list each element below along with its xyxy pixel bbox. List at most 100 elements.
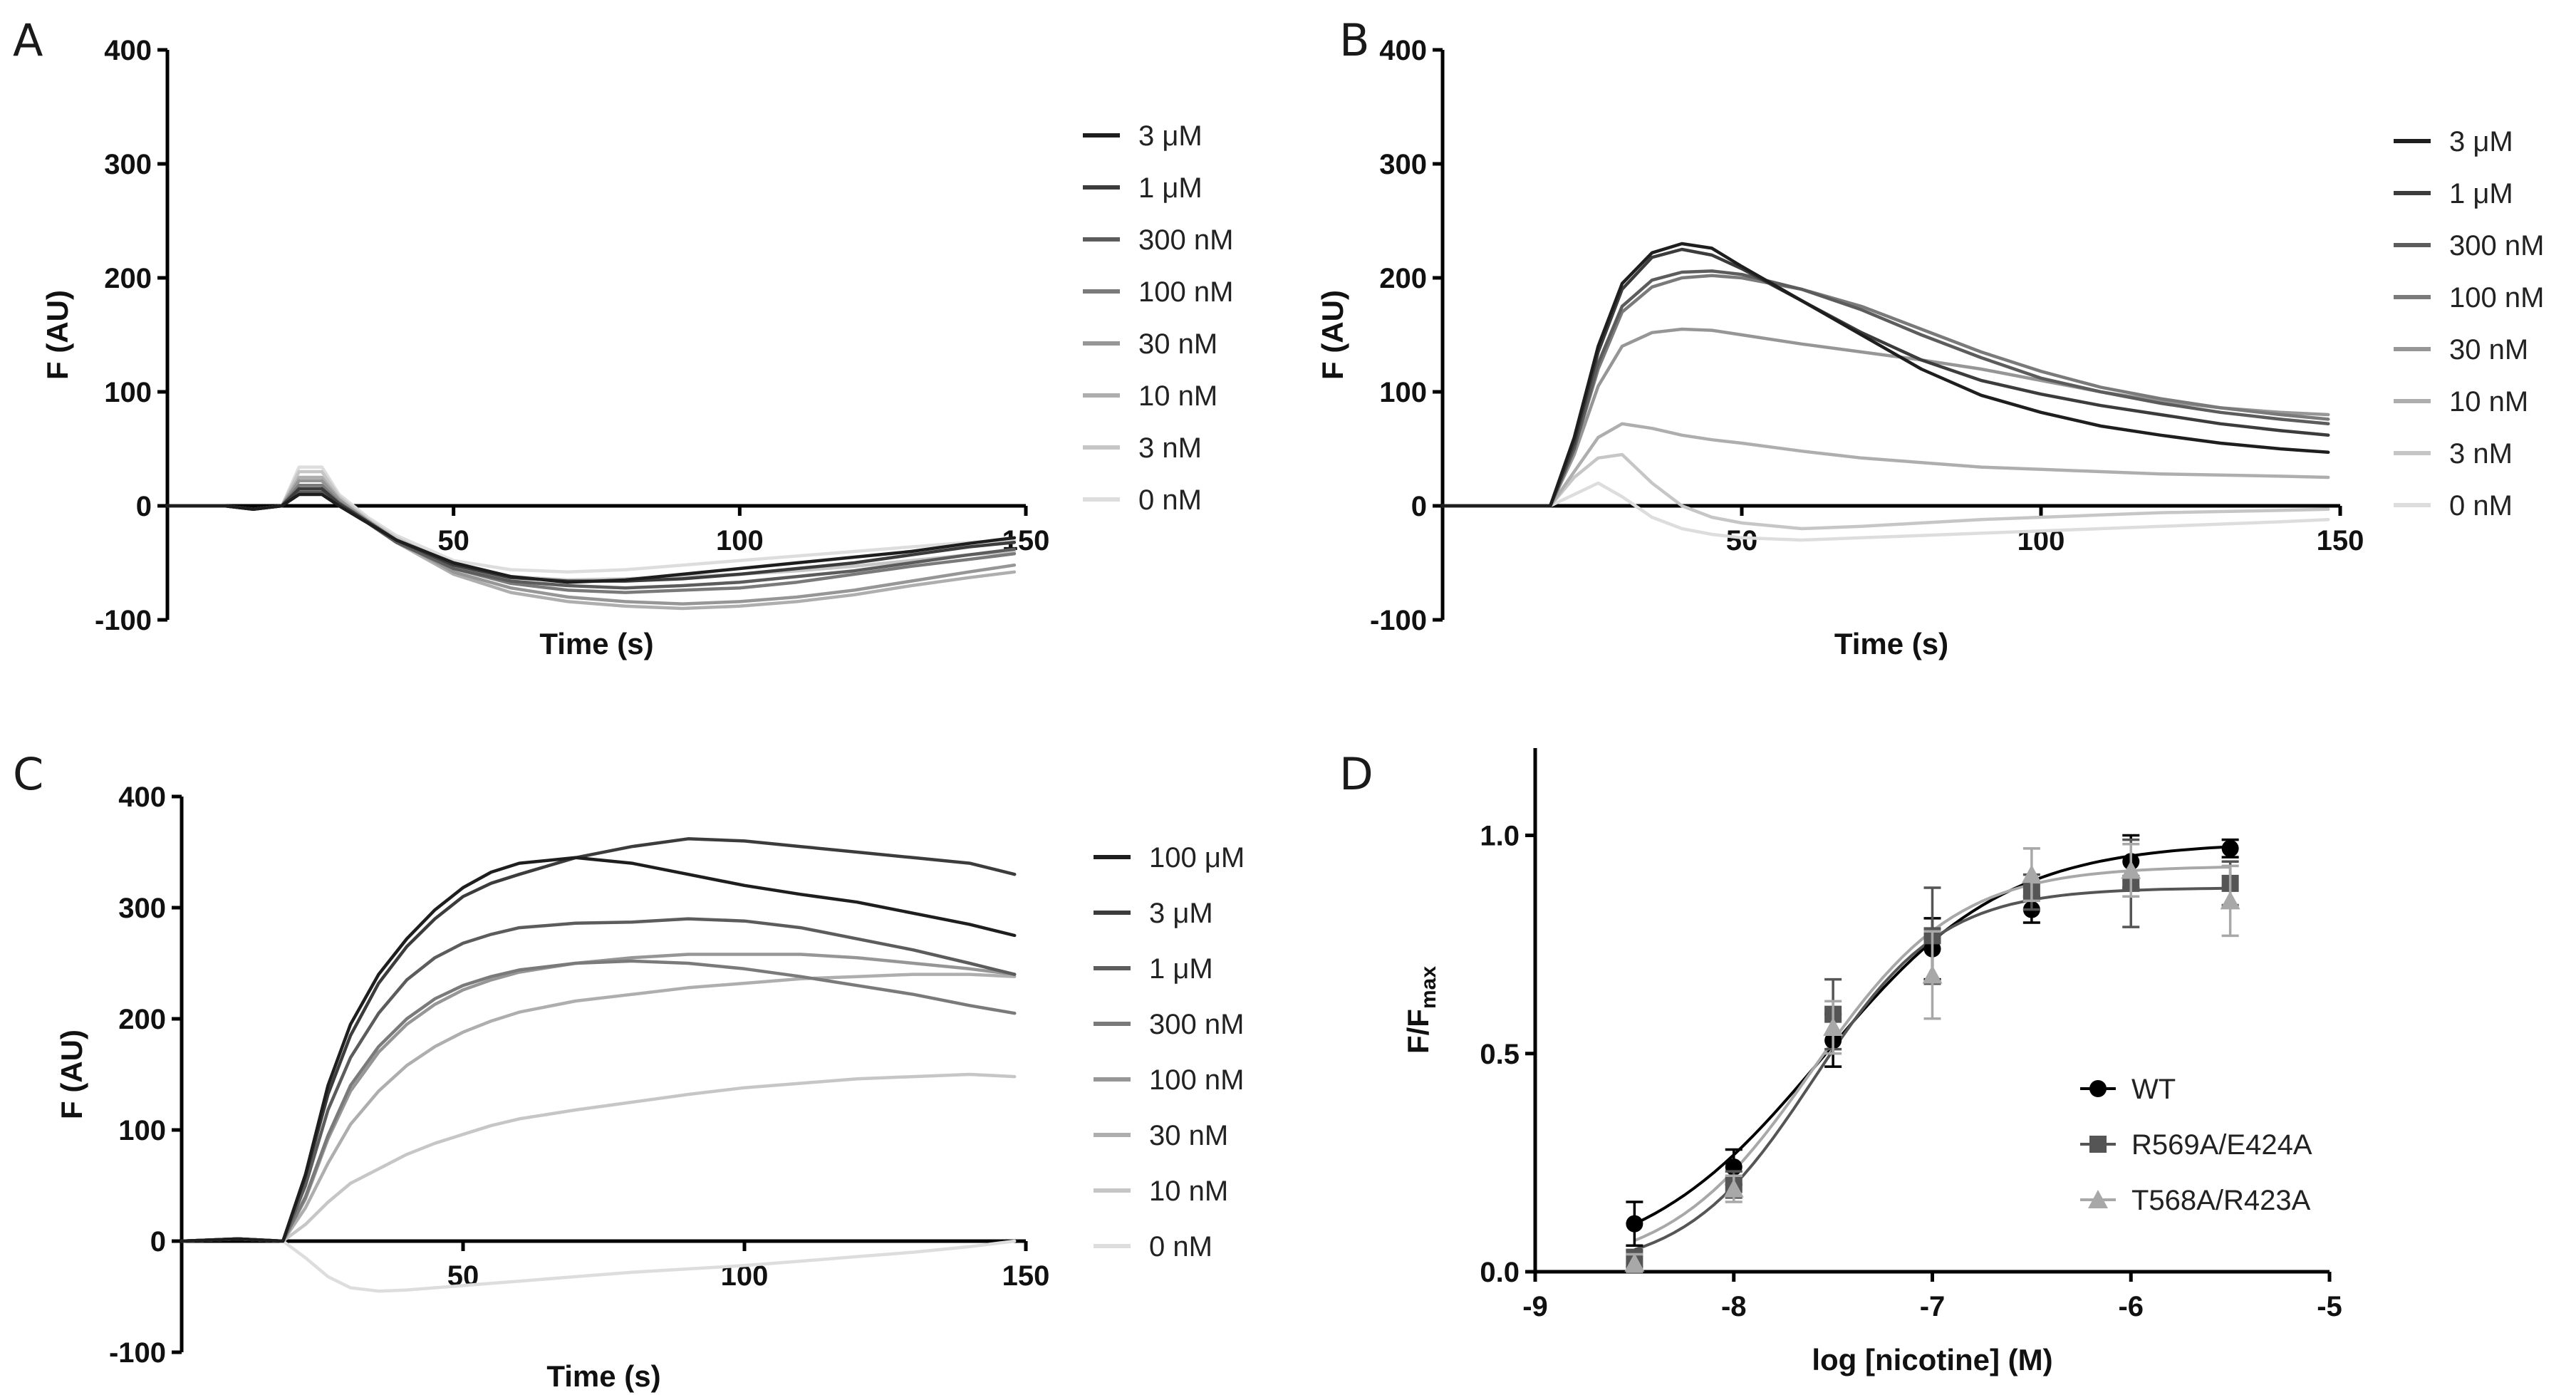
legend-label: 0 nM xyxy=(2449,490,2513,522)
legend-label: 10 nM xyxy=(2449,386,2528,418)
legend-marker xyxy=(2089,1136,2107,1153)
y-tick-label: 200 xyxy=(118,1004,166,1035)
legend-label: 30 nM xyxy=(1149,1120,1228,1151)
x-tick-label: 100 xyxy=(716,525,764,556)
x-tick-label: 150 xyxy=(2317,525,2364,556)
legend-label: 3 μM xyxy=(1138,120,1203,152)
panel-letter-a: A xyxy=(13,14,43,66)
x-axis-title: log [nicotine] (M) xyxy=(1812,1343,2052,1376)
x-axis-title: Time (s) xyxy=(546,1359,660,1393)
series-line-0 xyxy=(1440,242,2330,508)
x-tick-label: 50 xyxy=(1726,525,1758,556)
legend-label: 300 nM xyxy=(2449,230,2544,261)
panel-letter-d: D xyxy=(1339,748,1373,800)
legend-label: 3 nM xyxy=(1138,432,1202,464)
y-tick-label: 400 xyxy=(1379,35,1427,66)
legend-marker xyxy=(2089,1080,2107,1097)
y-axis-title: F (AU) xyxy=(41,290,74,380)
y-tick-label: 0.5 xyxy=(1480,1039,1520,1070)
data-point xyxy=(2220,891,2240,910)
x-tick-label: -6 xyxy=(2118,1291,2144,1322)
y-tick-label: 100 xyxy=(104,377,152,408)
data-point xyxy=(1922,965,1943,984)
legend-label: 300 nM xyxy=(1149,1009,1244,1040)
legend-label: 10 nM xyxy=(1149,1176,1228,1207)
series-line-5 xyxy=(1440,422,2330,508)
legend-label: WT xyxy=(2131,1074,2176,1105)
series-line-6 xyxy=(1440,452,2330,531)
legend-label: 100 nM xyxy=(2449,282,2544,313)
data-point xyxy=(1624,1253,1645,1272)
x-tick-label: -7 xyxy=(1920,1291,1946,1322)
data-point xyxy=(2121,860,2141,879)
y-tick-label: 100 xyxy=(118,1115,166,1146)
panel-letter-b: B xyxy=(1339,14,1370,66)
legend-label: 30 nM xyxy=(2449,334,2528,365)
legend-label: 3 μM xyxy=(2449,126,2513,157)
legend-label: 0 nM xyxy=(1149,1231,1212,1262)
y-axis-title-sub: max xyxy=(1417,966,1440,1009)
x-tick-label: -9 xyxy=(1522,1291,1548,1322)
legend-label: 1 μM xyxy=(1149,953,1213,985)
legend-label: T568A/R423A xyxy=(2131,1185,2311,1216)
y-tick-label: 0.0 xyxy=(1480,1257,1520,1288)
data-point xyxy=(2221,839,2239,857)
x-tick-label: 150 xyxy=(1002,1260,1050,1292)
legend-label: 1 μM xyxy=(2449,178,2513,209)
y-tick-label: 300 xyxy=(104,149,152,180)
y-tick-label: 400 xyxy=(118,782,166,813)
y-tick-label: 400 xyxy=(104,35,152,66)
legend-label: 30 nM xyxy=(1138,328,1217,360)
x-tick-label: -5 xyxy=(2317,1291,2342,1322)
y-axis-title-main: F/F xyxy=(1401,1009,1435,1054)
data-point xyxy=(1823,1017,1844,1036)
series-line-0 xyxy=(180,856,1017,1243)
legend-label: 100 μM xyxy=(1149,842,1245,873)
series-line-2 xyxy=(180,917,1017,1243)
legend-label: 1 μM xyxy=(1138,172,1203,204)
panel-letter-c: C xyxy=(13,748,43,800)
panel-d-chart: 0.0 0.5 1.0 -9 -8 -7 -6 -5 log [nicotine] (M) F/F… xyxy=(1401,748,2342,1376)
series-line-4 xyxy=(1440,327,2330,508)
y-tick-label: 200 xyxy=(1379,263,1427,294)
y-tick-label: 100 xyxy=(1379,377,1427,408)
legend-label: 10 nM xyxy=(1138,380,1217,412)
y-tick-label: 200 xyxy=(104,263,152,294)
y-tick-label: 0 xyxy=(136,491,152,522)
x-axis-title: Time (s) xyxy=(1834,627,1948,660)
legend-marker xyxy=(2088,1190,2108,1208)
series-line-3 xyxy=(165,483,1017,594)
y-tick-label: -100 xyxy=(95,605,152,636)
series-line-7 xyxy=(1440,481,2330,542)
y-tick-label: 300 xyxy=(118,893,166,924)
data-point xyxy=(1723,1178,1744,1198)
x-axis-title: Time (s) xyxy=(539,627,653,660)
legend-label: 300 nM xyxy=(1138,224,1233,256)
y-tick-label: 0 xyxy=(150,1226,166,1257)
series-line-6 xyxy=(180,1072,1017,1243)
legend-label: 0 nM xyxy=(1138,484,1202,516)
legend-label: R569A/E424A xyxy=(2131,1129,2312,1161)
legend-label: 100 nM xyxy=(1149,1064,1244,1096)
legend-label: 100 nM xyxy=(1138,276,1233,308)
y-tick-label: -100 xyxy=(1370,605,1427,636)
y-axis-title: F (AU) xyxy=(1316,290,1349,380)
data-point xyxy=(2021,864,2042,883)
series-line-3 xyxy=(180,959,1017,1243)
y-tick-label: 1.0 xyxy=(1480,821,1520,852)
series-line-0 xyxy=(165,492,1017,584)
data-point xyxy=(1626,1215,1643,1233)
y-tick-label: -100 xyxy=(109,1337,166,1369)
legend-label: 3 μM xyxy=(1149,898,1213,929)
x-tick-label: -8 xyxy=(1721,1291,1747,1322)
y-tick-label: 0 xyxy=(1411,491,1427,522)
series-line-5 xyxy=(180,973,1017,1243)
y-axis-title: F/Fmax xyxy=(1401,966,1440,1054)
y-tick-label: 300 xyxy=(1379,149,1427,180)
x-tick-label: 50 xyxy=(437,525,469,556)
y-axis-title: F (AU) xyxy=(55,1030,88,1119)
